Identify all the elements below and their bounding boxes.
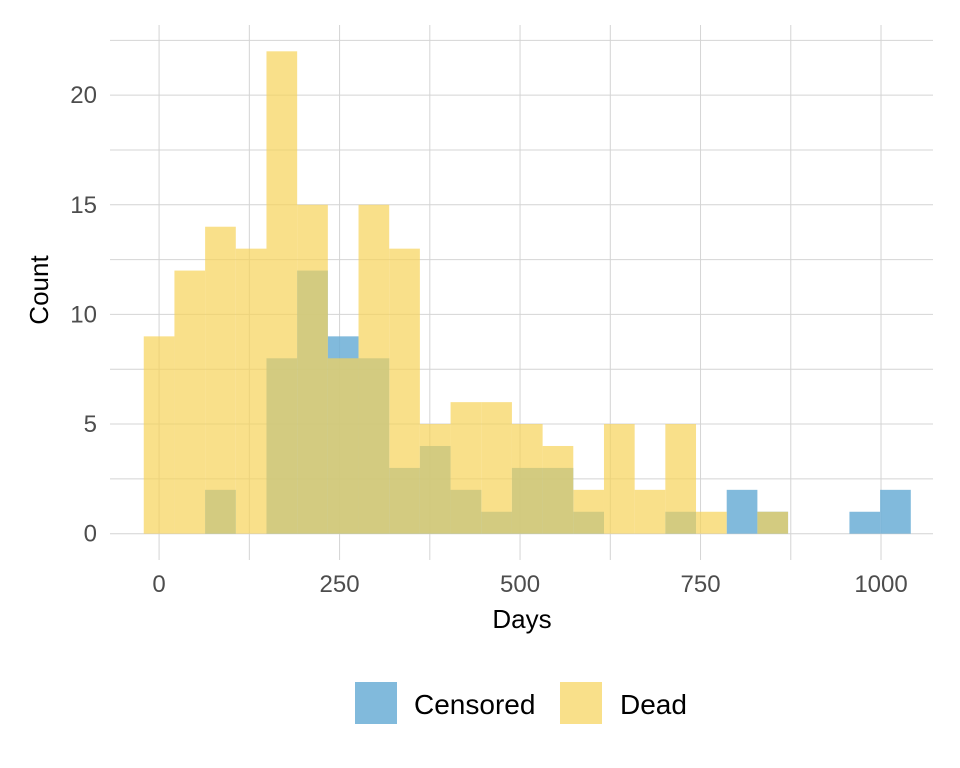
- bar-dead: [297, 204, 328, 534]
- y-axis-ticks: 0 5 10 15 20: [70, 82, 97, 548]
- y-tick-label: 10: [70, 301, 97, 328]
- legend-item-censored: Censored: [355, 682, 535, 724]
- y-tick-label: 0: [84, 521, 97, 548]
- x-tick-label: 1000: [854, 571, 907, 598]
- legend-label: Dead: [620, 689, 687, 720]
- x-tick-label: 500: [500, 571, 540, 598]
- bar-dead: [573, 489, 604, 534]
- bar-dead: [205, 226, 236, 534]
- y-tick-label: 15: [70, 192, 97, 219]
- bars: [143, 51, 911, 534]
- bar-dead: [634, 489, 666, 534]
- bar-dead: [389, 248, 420, 534]
- y-tick-label: 20: [70, 82, 97, 109]
- bar-censored: [880, 489, 911, 534]
- bar-dead: [665, 424, 697, 534]
- bar-censored: [849, 511, 881, 534]
- y-axis-title: Count: [24, 255, 54, 325]
- bar-dead: [542, 445, 574, 534]
- x-tick-label: 750: [681, 571, 721, 598]
- bar-dead: [419, 424, 451, 534]
- legend-item-dead: Dead: [560, 682, 687, 724]
- x-tick-label: 250: [320, 571, 360, 598]
- legend-key: [560, 682, 602, 724]
- series-dead: [143, 51, 789, 534]
- bar-dead: [696, 511, 727, 534]
- x-axis-title: Days: [492, 604, 551, 634]
- bar-dead: [450, 402, 482, 534]
- bar-dead: [358, 204, 390, 534]
- bar-dead: [266, 51, 298, 534]
- legend: Censored Dead: [355, 682, 687, 724]
- bar-dead: [511, 424, 543, 534]
- legend-label: Censored: [414, 689, 535, 720]
- legend-key: [355, 682, 397, 724]
- bar-dead: [481, 402, 512, 534]
- bar-dead: [143, 336, 175, 534]
- bar-censored: [726, 489, 758, 534]
- x-axis-ticks: 0 250 500 750 1000: [152, 571, 907, 598]
- bar-dead: [174, 270, 206, 534]
- bar-dead: [603, 424, 635, 534]
- y-tick-label: 5: [84, 411, 97, 438]
- bar-dead: [235, 248, 267, 534]
- x-tick-label: 0: [152, 571, 165, 598]
- bar-dead: [327, 358, 359, 534]
- bar-dead: [757, 511, 789, 534]
